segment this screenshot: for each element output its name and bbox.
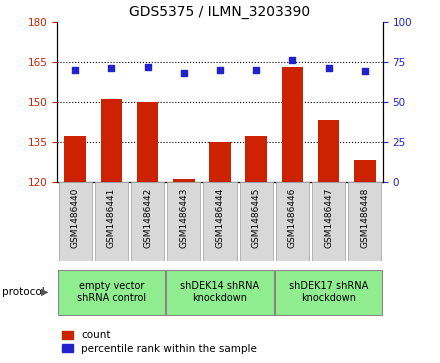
Point [289,57,296,63]
Text: GSM1486448: GSM1486448 [360,188,369,248]
Point [144,64,151,69]
Text: shDEK14 shRNA
knockdown: shDEK14 shRNA knockdown [180,281,260,303]
Text: GSM1486440: GSM1486440 [71,188,80,248]
Bar [59,182,92,261]
Text: ▶: ▶ [40,287,48,297]
Bar [131,182,164,261]
Bar [318,120,339,182]
Title: GDS5375 / ILMN_3203390: GDS5375 / ILMN_3203390 [129,5,311,19]
Bar [167,182,201,261]
Bar [203,182,237,261]
Text: GSM1486447: GSM1486447 [324,188,333,248]
Bar [209,142,231,182]
Text: GSM1486443: GSM1486443 [180,188,188,248]
Text: GSM1486445: GSM1486445 [252,188,260,248]
Bar [276,182,309,261]
Point [180,70,187,76]
Bar [312,182,345,261]
Bar [354,160,376,182]
Point [216,67,224,73]
Text: GSM1486442: GSM1486442 [143,188,152,248]
Point [325,65,332,71]
Legend: count, percentile rank within the sample: count, percentile rank within the sample [58,326,261,358]
Bar [173,179,194,182]
Bar [239,182,273,261]
Bar [246,136,267,182]
Text: GSM1486444: GSM1486444 [216,188,224,248]
Bar [101,99,122,182]
Text: protocol: protocol [2,287,45,297]
Bar [166,270,274,315]
Text: empty vector
shRNA control: empty vector shRNA control [77,281,146,303]
Text: GSM1486441: GSM1486441 [107,188,116,248]
Point [361,68,368,74]
Bar [275,270,382,315]
Text: GSM1486446: GSM1486446 [288,188,297,248]
Text: shDEK17 shRNA
knockdown: shDEK17 shRNA knockdown [289,281,368,303]
Point [72,67,79,73]
Bar [64,136,86,182]
Point [108,65,115,71]
Bar [348,182,381,261]
Bar [58,270,165,315]
Bar [282,67,303,182]
Bar [137,102,158,182]
Bar [95,182,128,261]
Point [253,67,260,73]
